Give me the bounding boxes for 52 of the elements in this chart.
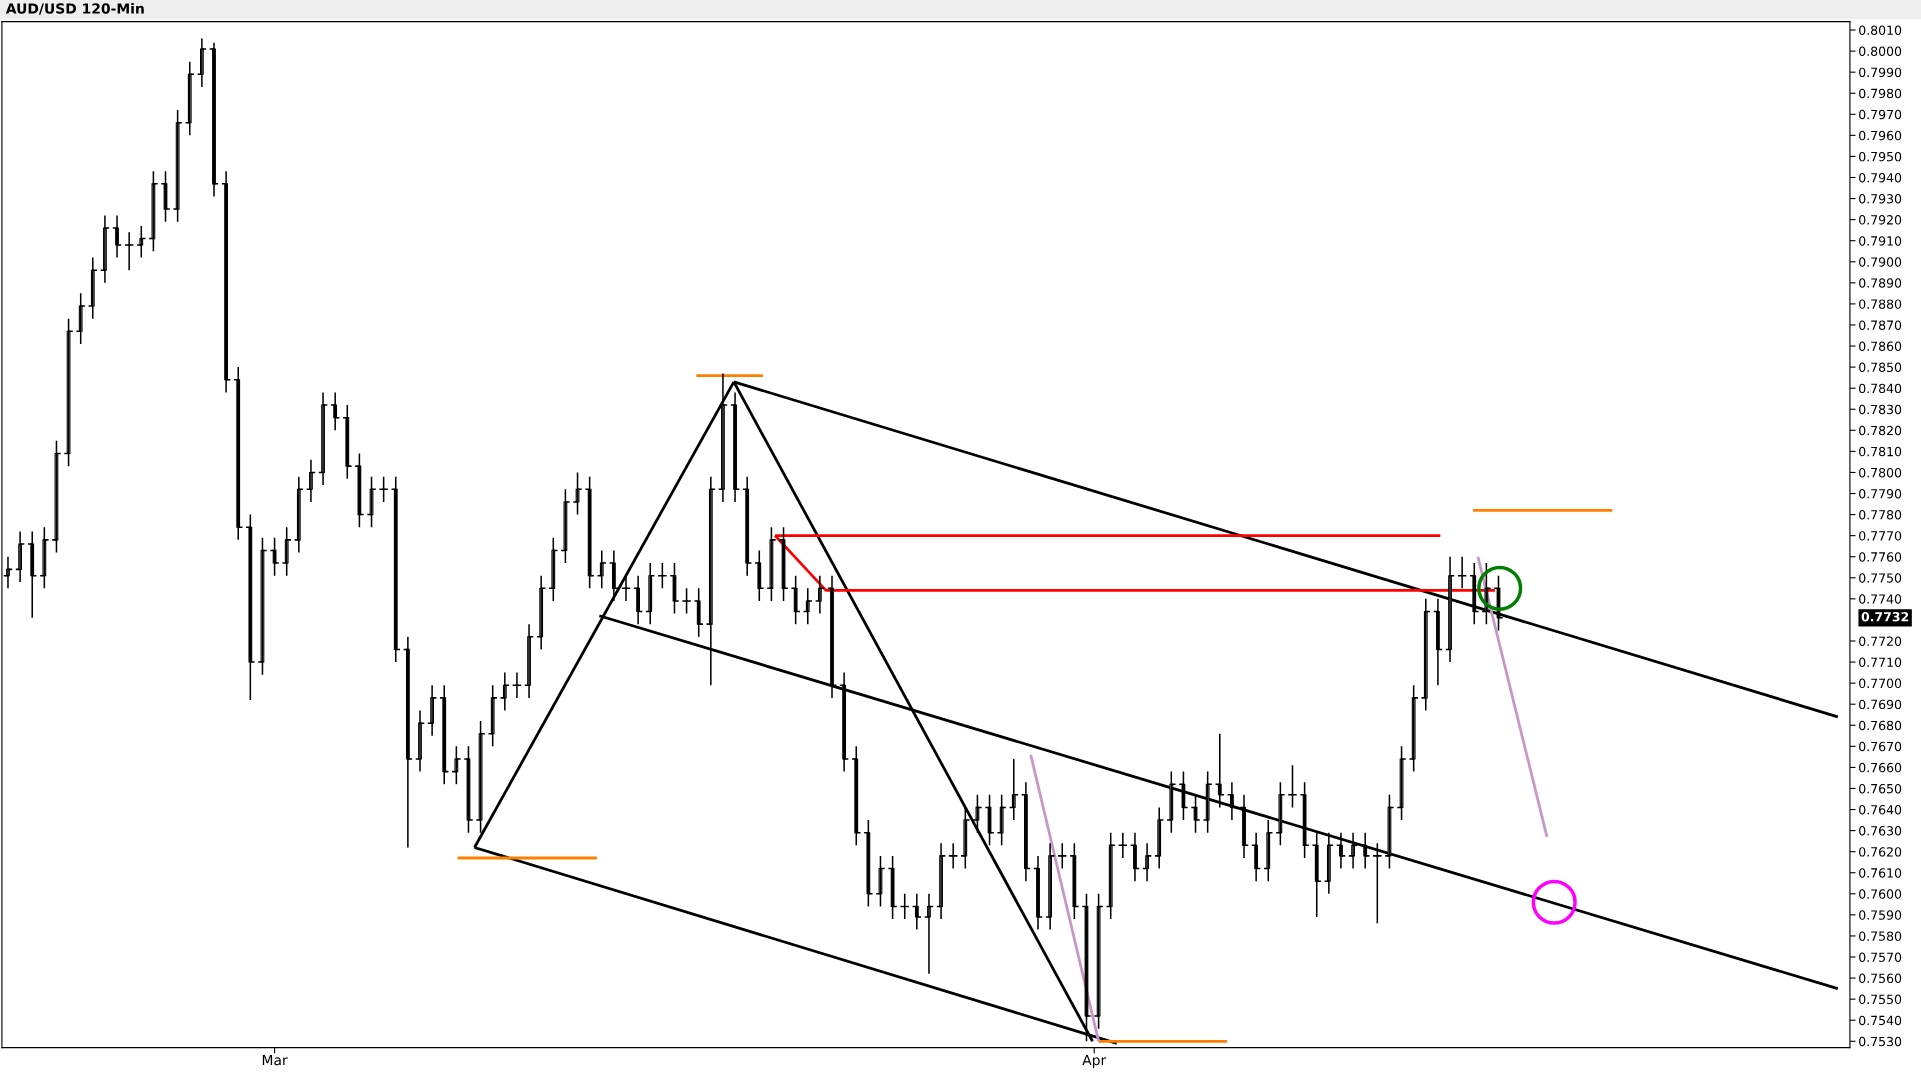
y-tick-label: 0.7780 (1859, 510, 1902, 520)
y-tick-label: 0.8000 (1859, 46, 1902, 57)
y-tick-label: 0.7680 (1859, 720, 1902, 731)
y-tick-label: 0.7900 (1859, 257, 1902, 267)
y-tick-label: 0.7670 (1859, 741, 1902, 752)
y-tick-label: 0.7920 (1859, 215, 1902, 225)
y-tick-label: 0.7970 (1859, 109, 1902, 120)
y-tick-label: 0.7910 (1859, 236, 1902, 246)
y-tick-label: 0.7940 (1859, 172, 1902, 183)
y-tick-label: 0.7840 (1859, 383, 1902, 394)
y-tick-label: 0.7610 (1859, 868, 1902, 878)
y-tick-label: 0.7790 (1859, 488, 1902, 499)
y-tick-label: 0.7620 (1859, 847, 1902, 857)
y-tick-label: 0.7800 (1859, 467, 1902, 478)
y-tick-label: 0.7980 (1859, 88, 1902, 99)
x-tick-label: Mar (262, 1054, 288, 1066)
y-tick-label: 0.7580 (1859, 931, 1902, 941)
y-tick-label: 0.7870 (1859, 320, 1902, 330)
y-tick-label: 0.7740 (1859, 594, 1902, 604)
y-tick-label: 0.7690 (1859, 699, 1902, 710)
y-tick-label: 0.7950 (1859, 151, 1902, 162)
y-tick-label: 0.7930 (1859, 194, 1902, 204)
y-tick-label: 0.7540 (1859, 1015, 1902, 1026)
y-tick-label: 0.7650 (1859, 783, 1902, 794)
y-tick-label: 0.7700 (1859, 678, 1902, 689)
y-tick-label: 0.7750 (1859, 573, 1902, 583)
y-tick-label: 0.7860 (1859, 341, 1902, 351)
y-tick-label: 0.7630 (1859, 826, 1902, 836)
chart-title: AUD/USD 120-Min (5, 3, 144, 15)
y-tick-label: 0.7660 (1859, 762, 1902, 773)
y-tick-label: 0.7590 (1859, 910, 1902, 920)
y-tick-label: 0.7810 (1859, 446, 1902, 457)
y-tick-label: 0.7990 (1859, 67, 1902, 78)
y-tick-label: 0.7880 (1859, 299, 1902, 309)
y-tick-label: 0.8010 (1859, 25, 1902, 35)
y-tick-label: 0.7830 (1859, 404, 1902, 415)
y-tick-label: 0.7760 (1859, 552, 1902, 562)
y-tick-label: 0.7550 (1859, 994, 1902, 1005)
y-tick-label: 0.7640 (1859, 805, 1902, 815)
y-tick-label: 0.7600 (1859, 889, 1902, 899)
y-tick-label: 0.7850 (1859, 362, 1902, 373)
text: 0.7732 (1861, 611, 1909, 622)
y-tick-label: 0.7720 (1859, 636, 1902, 646)
x-tick-label: Apr (1082, 1054, 1107, 1068)
y-tick-label: 0.7960 (1859, 130, 1902, 141)
y-tick-label: 0.7560 (1859, 973, 1902, 983)
y-tick-label: 0.7890 (1859, 278, 1902, 288)
y-tick-label: 0.7820 (1859, 425, 1902, 436)
y-tick-label: 0.7570 (1859, 952, 1902, 962)
y-tick-label: 0.7710 (1859, 657, 1902, 667)
y-tick-label: 0.7530 (1859, 1036, 1902, 1047)
y-tick-label: 0.7770 (1859, 531, 1902, 541)
